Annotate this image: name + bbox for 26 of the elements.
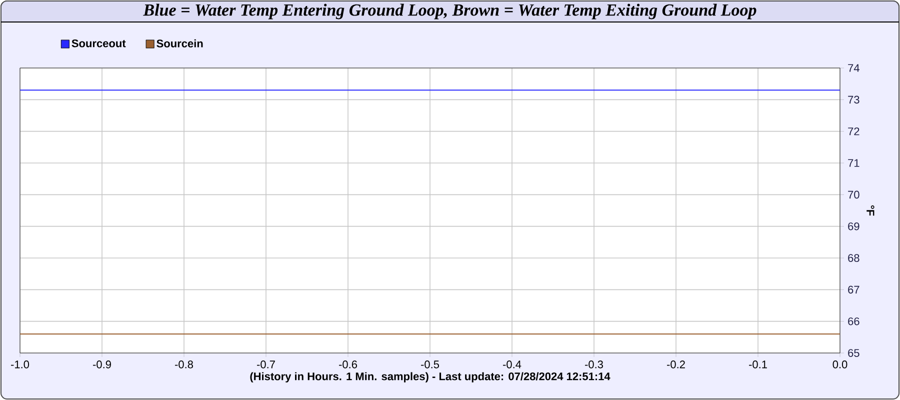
y-tick-label: 69 [848, 222, 860, 230]
x-tick-label: -0.6 [339, 360, 357, 368]
x-tick-label: -0.4 [503, 360, 522, 368]
y-tick-label: 66 [848, 317, 860, 326]
x-axis-title: (History in Hours. 1 Min. samples) - Last update: 07/28/2024 12:51:14 [250, 372, 610, 382]
y-axis-title: °F [866, 205, 874, 216]
x-tick-label: -0.8 [175, 360, 193, 368]
x-tick-label: 0.0 [832, 360, 848, 368]
x-tick-label: -0.3 [585, 360, 603, 368]
y-tick-label: 67 [848, 286, 860, 294]
y-tick-label: 71 [848, 159, 860, 167]
y-tick-label: 74 [848, 64, 860, 72]
x-tick-label: -0.1 [749, 360, 767, 368]
x-tick-label: -1.0 [11, 360, 30, 368]
y-tick-label: 70 [848, 190, 860, 199]
chart-title: Blue = Water Temp Entering Ground Loop, Brown = Water Temp Exiting Ground Loop [143, 4, 756, 20]
x-tick-label: -0.5 [421, 360, 440, 368]
y-tick-label: 72 [848, 128, 860, 136]
legend-label: Sourceout [72, 39, 126, 48]
x-tick-label: -0.2 [667, 360, 685, 368]
y-tick-label: 73 [848, 96, 860, 104]
x-tick-label: -0.7 [257, 360, 275, 368]
x-tick-label: -0.9 [93, 360, 111, 368]
legend-label: Sourcein [156, 39, 203, 48]
y-tick-label: 65 [848, 349, 860, 357]
y-tick-label: 68 [848, 254, 860, 262]
